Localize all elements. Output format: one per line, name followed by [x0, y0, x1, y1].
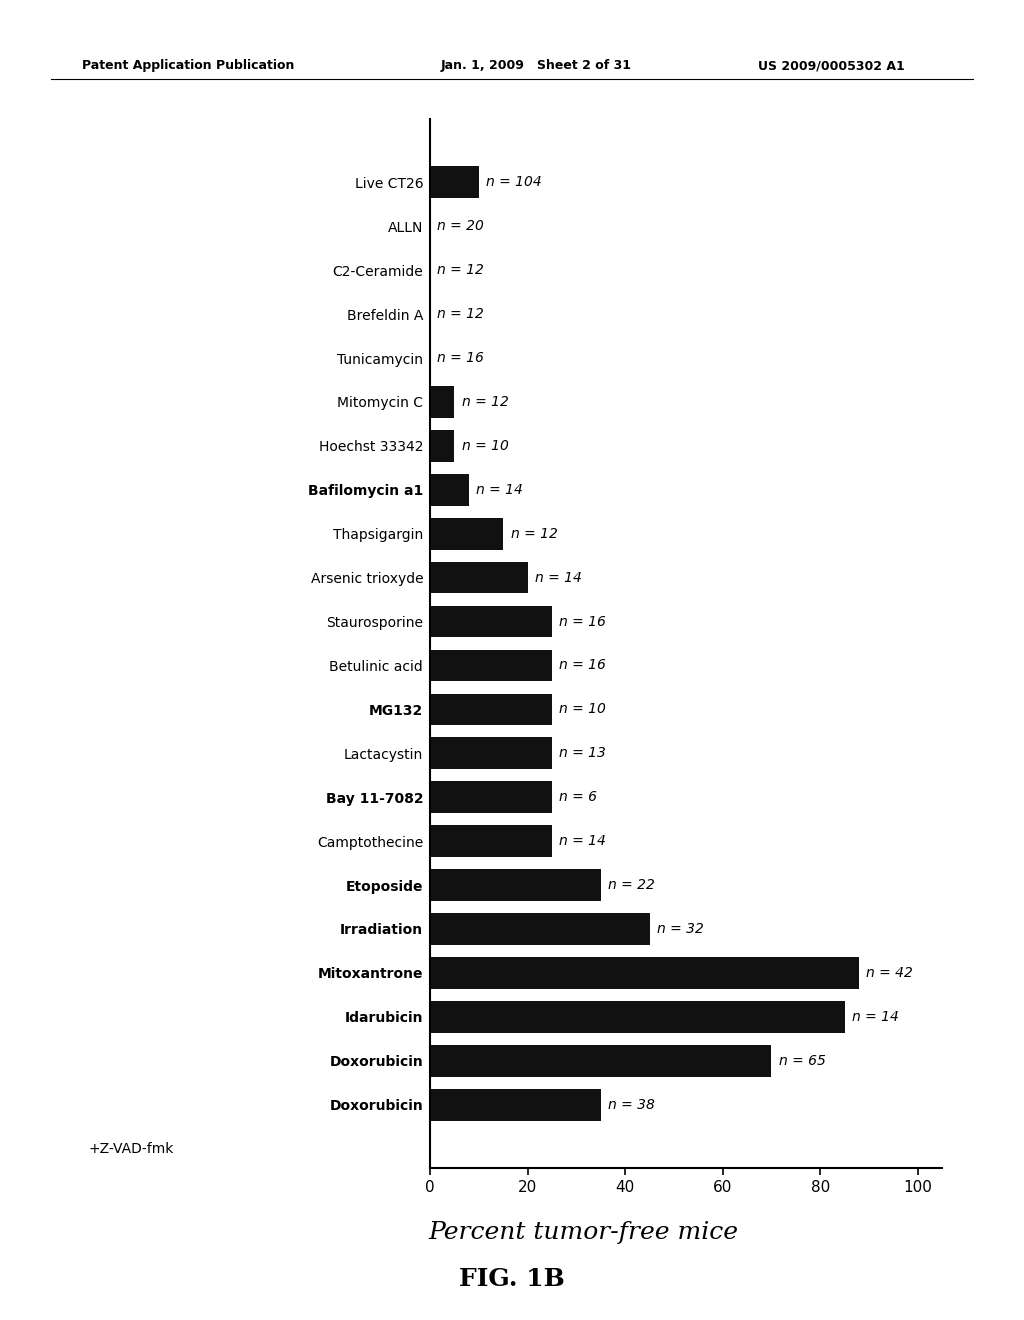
- Bar: [430, 693, 552, 725]
- Text: n = 14: n = 14: [476, 483, 523, 496]
- Text: n = 38: n = 38: [608, 1098, 655, 1111]
- Text: n = 12: n = 12: [437, 308, 484, 321]
- Bar: [430, 825, 552, 857]
- Bar: [430, 781, 552, 813]
- Bar: [430, 562, 527, 594]
- Text: US 2009/0005302 A1: US 2009/0005302 A1: [758, 59, 904, 73]
- Text: n = 16: n = 16: [559, 659, 606, 672]
- Bar: [430, 1001, 845, 1032]
- Text: n = 104: n = 104: [486, 176, 542, 189]
- Bar: [430, 517, 503, 549]
- Bar: [430, 738, 552, 770]
- Text: n = 14: n = 14: [559, 834, 606, 849]
- Bar: [430, 1089, 601, 1121]
- Text: Jan. 1, 2009   Sheet 2 of 31: Jan. 1, 2009 Sheet 2 of 31: [440, 59, 632, 73]
- Bar: [430, 606, 552, 638]
- Text: n = 12: n = 12: [437, 263, 484, 277]
- Text: n = 20: n = 20: [437, 219, 484, 234]
- Bar: [430, 957, 859, 989]
- Text: n = 10: n = 10: [559, 702, 606, 717]
- Text: FIG. 1B: FIG. 1B: [459, 1267, 565, 1291]
- Bar: [430, 913, 649, 945]
- Bar: [430, 430, 455, 462]
- Text: n = 6: n = 6: [559, 791, 597, 804]
- Text: n = 42: n = 42: [866, 966, 913, 979]
- Text: n = 22: n = 22: [608, 878, 655, 892]
- Text: +Z-VAD-fmk: +Z-VAD-fmk: [89, 1142, 174, 1156]
- Text: n = 16: n = 16: [559, 615, 606, 628]
- Bar: [430, 387, 455, 417]
- Text: n = 10: n = 10: [462, 438, 509, 453]
- Text: n = 14: n = 14: [535, 570, 582, 585]
- Text: Percent tumor-free mice: Percent tumor-free mice: [429, 1221, 738, 1243]
- Bar: [430, 474, 469, 506]
- Bar: [430, 166, 479, 198]
- Text: n = 16: n = 16: [437, 351, 484, 366]
- Text: n = 12: n = 12: [511, 527, 557, 541]
- Bar: [430, 870, 601, 900]
- Text: n = 12: n = 12: [462, 395, 509, 409]
- Text: n = 13: n = 13: [559, 746, 606, 760]
- Bar: [430, 649, 552, 681]
- Text: n = 14: n = 14: [852, 1010, 899, 1024]
- Text: n = 65: n = 65: [778, 1053, 825, 1068]
- Text: Patent Application Publication: Patent Application Publication: [82, 59, 294, 73]
- Text: n = 32: n = 32: [656, 921, 703, 936]
- Bar: [430, 1045, 771, 1077]
